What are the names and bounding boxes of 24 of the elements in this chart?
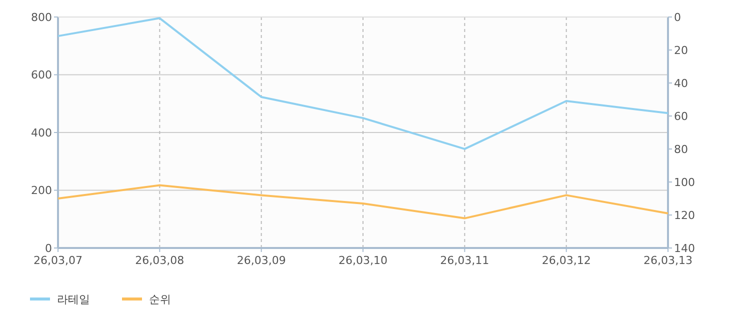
y2-tick-label: 60 xyxy=(674,110,688,123)
x-tick-label: 26,03,07 xyxy=(34,254,82,267)
y-tick-label: 800 xyxy=(31,10,52,24)
y2-tick-label: 0 xyxy=(674,10,681,24)
y2-tick-label: 40 xyxy=(674,76,688,90)
y2-tick-label: 20 xyxy=(674,44,688,57)
line-series xyxy=(57,184,669,220)
x-tick-label: 26,03,10 xyxy=(338,254,388,267)
y-tick-label: 600 xyxy=(31,68,52,82)
y-tick-label: 0 xyxy=(45,242,52,255)
x-tick-label: 26,03,08 xyxy=(135,254,184,267)
y-tick-label: 400 xyxy=(31,126,52,140)
y2-tick-label: 100 xyxy=(674,176,695,189)
x-tick-label: 26,03,11 xyxy=(440,254,490,267)
x-tick-label: 26,03,12 xyxy=(542,254,591,267)
y2-tick-label: 140 xyxy=(674,242,695,255)
x-tick-label: 26,03,09 xyxy=(236,254,286,267)
y-tick-label: 200 xyxy=(31,184,52,198)
y2-tick-label: 80 xyxy=(674,142,688,156)
legend-label: 순위 xyxy=(149,292,171,306)
line-series xyxy=(57,17,669,150)
x-tick-label: 26,03,13 xyxy=(644,254,692,267)
y2-tick-label: 120 xyxy=(674,208,695,222)
legend-label: 라테일 xyxy=(57,292,90,306)
